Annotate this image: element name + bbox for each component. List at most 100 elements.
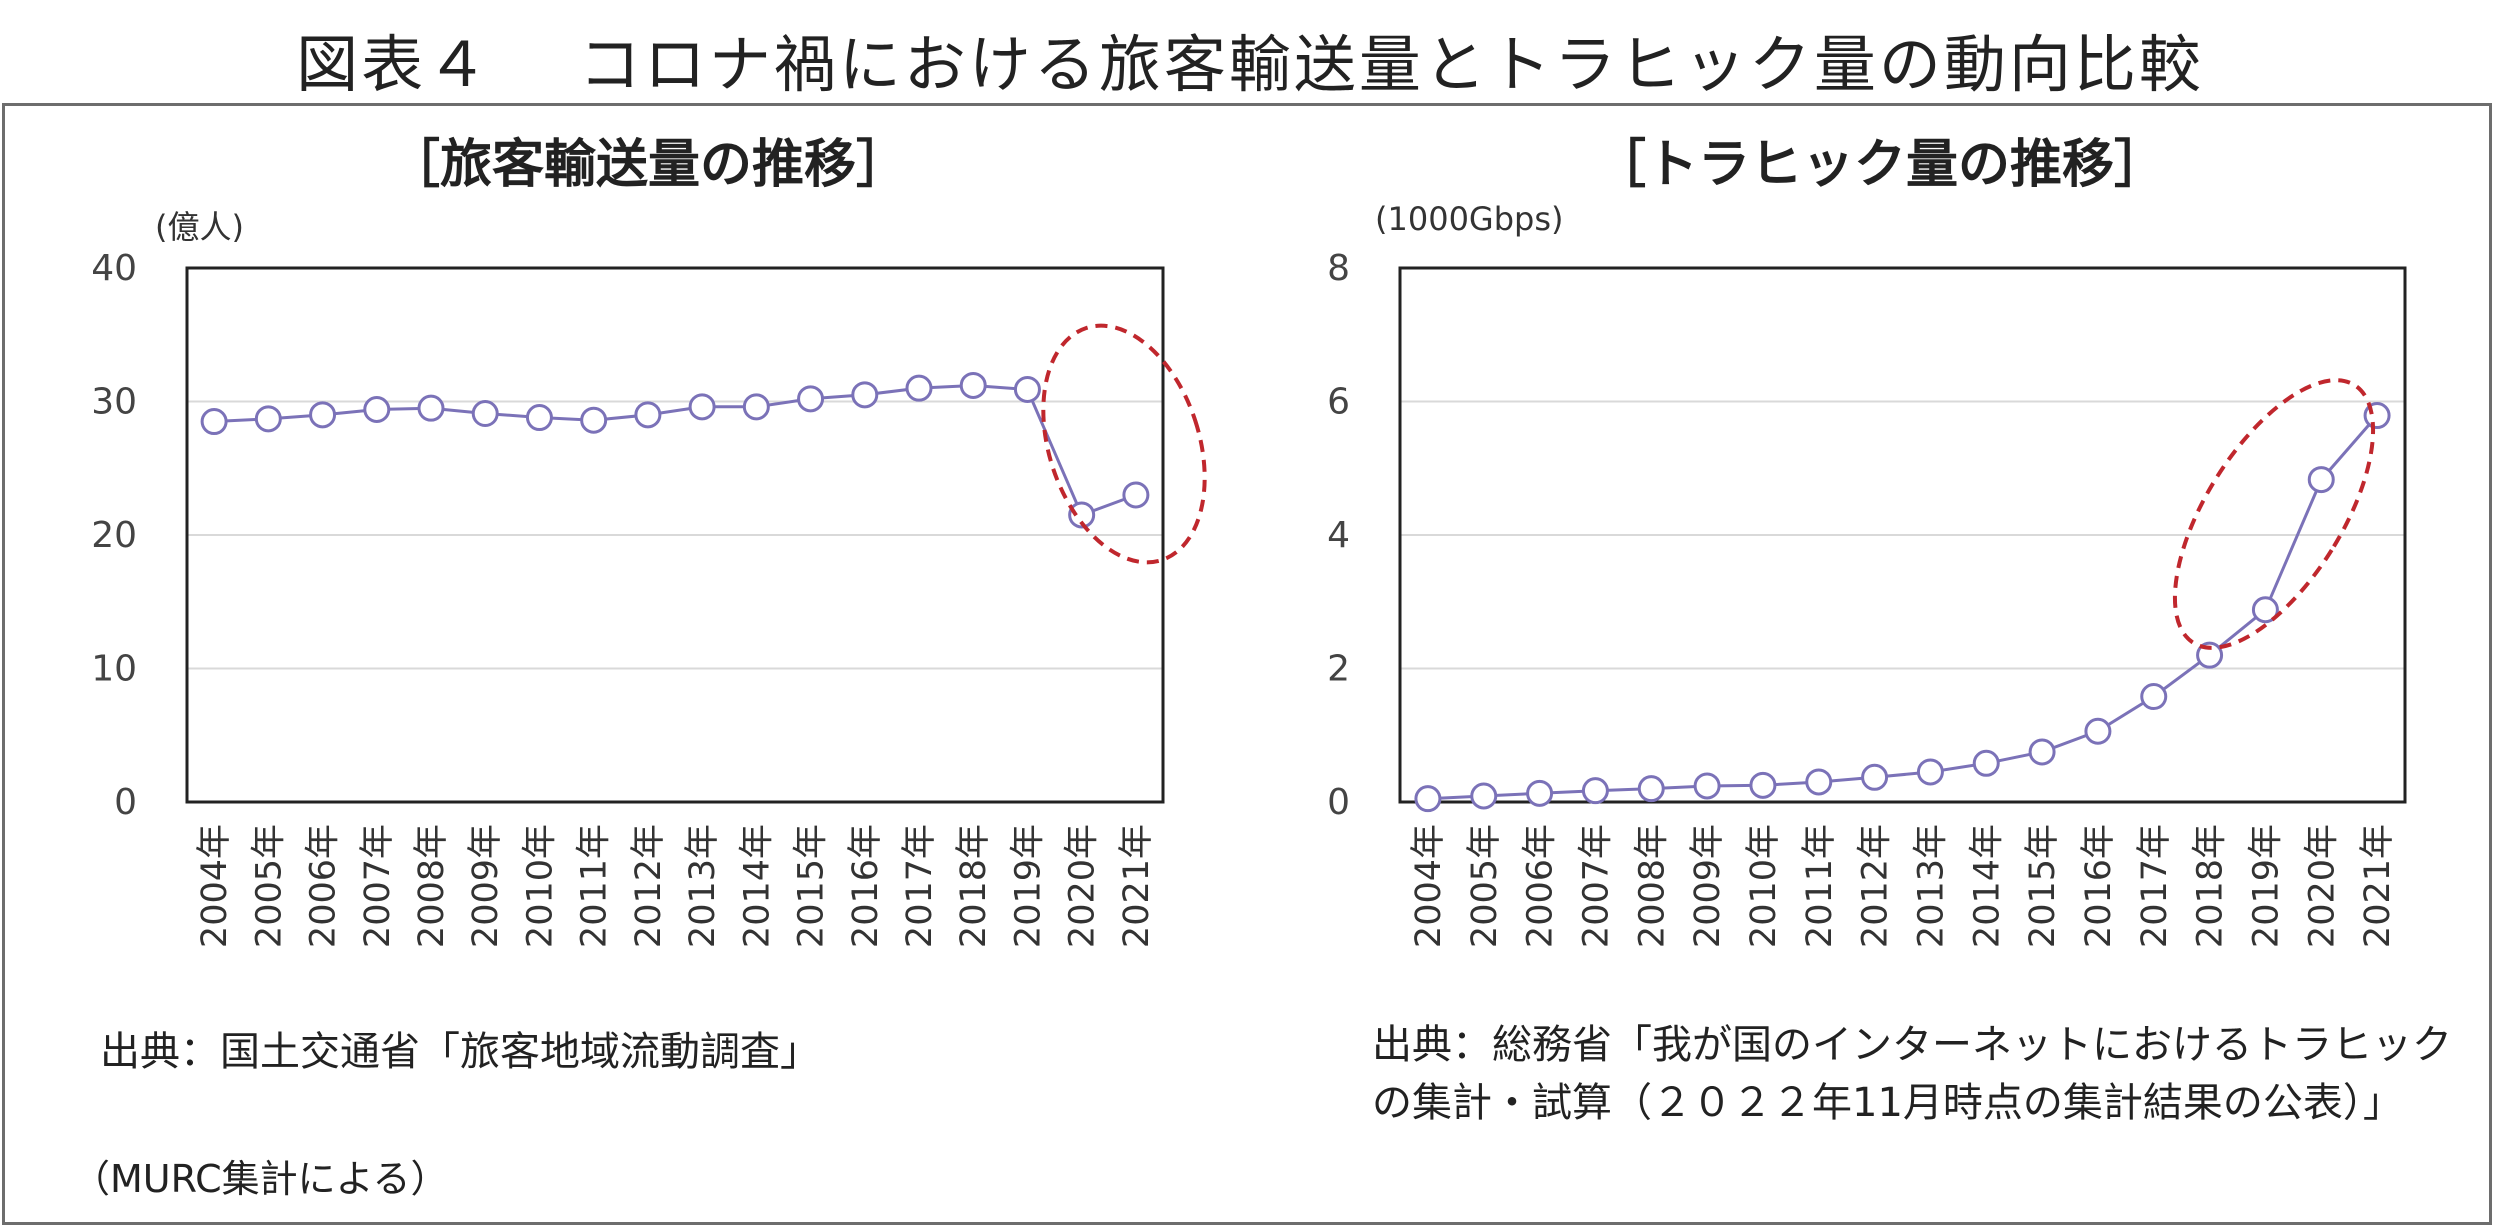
traffic-x-tick-label: 2018年 [2191,824,2231,948]
traffic-data-point [2084,717,2112,745]
traffic-data-point [2028,738,2056,766]
traffic-data-point [2307,466,2335,494]
passenger-x-tick-label: 2013年 [683,824,723,948]
traffic-data-point [1693,772,1721,800]
figure-title: 図表４ コロナ禍における旅客輸送量とトラヒック量の動向比較 [296,28,2204,101]
traffic-plot-frame [1398,266,2407,804]
traffic-x-tick-label: 2009年 [1688,824,1728,948]
traffic-x-tick-label: 2012年 [1856,824,1896,948]
traffic-chart: ［トラヒック量の推移］ (1000Gbps) 出典：総務省「我が国のインターネッ… [1327,135,2452,1126]
traffic-source-line-2: の集計・試算（２０２２年11月時点の集計結果の公表）」 [1372,1080,2403,1126]
passenger-x-tick-label: 2021年 [1117,824,1157,948]
passenger-y-tick-label: 20 [91,515,137,556]
passenger-x-tick-label: 2014年 [737,824,777,948]
traffic-x-tick-label: 2006年 [1521,824,1561,948]
passenger-data-point [688,393,716,421]
passenger-y-tick-label: 40 [91,248,137,289]
passenger-x-tick-label: 2011年 [575,824,615,948]
passenger-x-tick-label: 2010年 [520,824,560,948]
passenger-x-tick-label: 2007年 [358,824,398,948]
traffic-series-line [1427,414,2379,801]
passenger-source: 出典：国土交通省「旅客地域流動調査」 [100,1029,820,1075]
traffic-x-tick-label: 2013年 [1911,824,1951,948]
passenger-data-point [525,404,553,432]
passenger-x-tick-label: 2009年 [466,824,506,948]
passenger-y-tick-label: 30 [91,382,137,423]
traffic-source-line-1: 出典：総務省「我が国のインターネットにおけるトラヒック [1372,1022,2452,1068]
passenger-x-tick-label: 2015年 [792,824,832,948]
passenger-data-point [363,396,391,424]
traffic-data-point [1526,779,1554,807]
passenger-highlight-ellipse [1041,323,1207,565]
passenger-y-tick-label: 0 [114,782,137,823]
passenger-data-point [1068,501,1096,529]
passenger-x-tick-label: 2008年 [412,824,452,948]
figure-frame [2,103,2492,1225]
passenger-x-tick-label: 2012年 [629,824,669,948]
passenger-data-point [200,408,228,436]
traffic-chart-title: ［トラヒック量の推移］ [1594,135,2166,195]
traffic-x-tick-label: 2010年 [1744,824,1784,948]
traffic-y-tick-label: 2 [1327,649,1350,690]
traffic-data-point [1749,771,1777,799]
traffic-x-tick-label: 2007年 [1576,824,1616,948]
traffic-unit-label: (1000Gbps) [1375,200,1564,238]
traffic-data-point [2140,683,2168,711]
passenger-data-point [797,385,825,413]
traffic-x-tick-label: 2016年 [2079,824,2119,948]
passenger-data-point [309,401,337,429]
passenger-data-point [580,406,608,434]
passenger-data-point [1122,481,1150,509]
traffic-x-tick-label: 2020年 [2302,824,2342,948]
traffic-data-point [1637,775,1665,803]
passenger-x-tick-label: 2018年 [954,824,994,948]
traffic-data-point [1805,768,1833,796]
passenger-data-point [471,400,499,428]
passenger-unit-label: (億人) [155,208,244,246]
passenger-x-tick-label: 2016年 [846,824,886,948]
traffic-highlight-ellipse [2172,378,2376,650]
passenger-chart-title: ［旅客輸送量の推移］ [388,135,908,195]
passenger-x-tick-label: 2005年 [249,824,289,948]
traffic-x-tick-label: 2015年 [2023,824,2063,948]
traffic-y-tick-label: 8 [1327,248,1350,289]
passenger-data-point [851,381,879,409]
traffic-data-point [1861,763,1889,791]
traffic-y-tick-label: 4 [1327,515,1350,556]
passenger-data-point [742,393,770,421]
traffic-data-point [1916,758,1944,786]
passenger-x-tick-label: 2004年 [195,824,235,948]
traffic-data-point [1470,782,1498,810]
passenger-series-line [214,383,1137,517]
traffic-x-tick-label: 2008年 [1632,824,1672,948]
passenger-data-point [905,374,933,402]
passenger-plot-frame [185,266,1165,804]
traffic-x-tick-label: 2004年 [1409,824,1449,948]
passenger-x-tick-label: 2020年 [1063,824,1103,948]
passenger-x-tick-label: 2019年 [1008,824,1048,948]
passenger-x-tick-label: 2017年 [900,824,940,948]
passenger-x-tick-label: 2006年 [304,824,344,948]
traffic-x-tick-label: 2014年 [1967,824,2007,948]
passenger-data-point [959,371,987,399]
passenger-y-tick-label: 10 [91,649,137,690]
passenger-data-point [634,401,662,429]
passenger-data-point [1013,375,1041,403]
traffic-x-tick-label: 2017年 [2135,824,2175,948]
traffic-x-tick-label: 2019年 [2246,824,2286,948]
traffic-data-point [2251,596,2279,624]
traffic-x-tick-label: 2011年 [1800,824,1840,948]
traffic-data-point [1972,749,2000,777]
figure-note: （MURC集計による） [72,1157,449,1201]
passenger-data-point [254,405,282,433]
traffic-y-tick-label: 0 [1327,782,1350,823]
traffic-x-tick-label: 2021年 [2358,824,2398,948]
passenger-chart: ［旅客輸送量の推移］ (億人) 出典：国土交通省「旅客地域流動調査」 0 10 20… [91,135,1207,1075]
traffic-data-point [1414,785,1442,813]
traffic-y-tick-label: 6 [1327,382,1350,423]
traffic-x-tick-label: 2005年 [1465,824,1505,948]
traffic-data-point [2196,641,2224,669]
passenger-data-point [417,394,445,422]
traffic-data-point [1581,777,1609,805]
